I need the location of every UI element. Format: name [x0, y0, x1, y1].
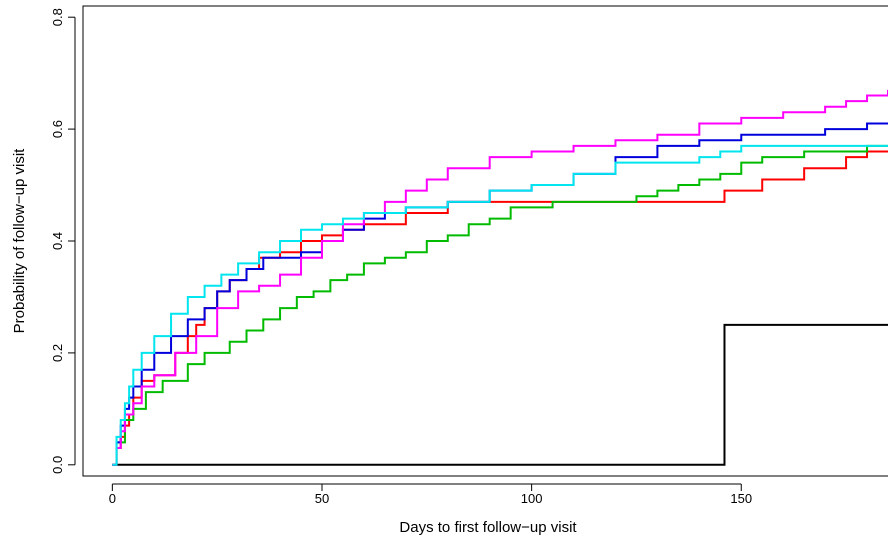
x-axis-label: Days to first follow−up visit — [399, 519, 577, 536]
x-tick-label: 100 — [521, 491, 543, 506]
x-tick-label: 50 — [315, 491, 329, 506]
series-line-3 — [112, 122, 888, 466]
y-tick-label: 0.0 — [50, 456, 65, 474]
series-line-0 — [112, 323, 888, 466]
y-tick-label: 0.4 — [50, 232, 65, 250]
x-tick-label: 150 — [730, 491, 752, 506]
x-axis: 0 50 100 150 — [109, 483, 752, 506]
plot-area — [82, 5, 888, 477]
y-tick-label: 0.2 — [50, 344, 65, 362]
y-axis-label: Probability of follow−up visit — [11, 148, 28, 334]
plot-frame — [82, 5, 888, 477]
x-tick-label: 0 — [109, 491, 116, 506]
y-axis: 0.0 0.2 0.4 0.6 0.8 — [50, 8, 76, 474]
series-layer — [112, 89, 888, 466]
y-tick-label: 0.8 — [50, 8, 65, 26]
y-tick-label: 0.6 — [50, 120, 65, 138]
series-line-5 — [112, 144, 888, 466]
series-line-2 — [112, 144, 888, 466]
